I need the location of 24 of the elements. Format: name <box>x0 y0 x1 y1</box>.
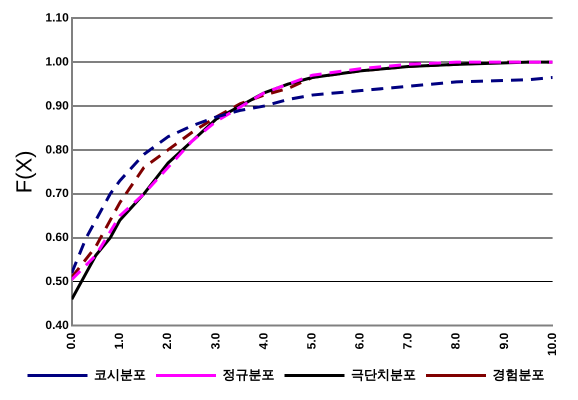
x-tick-label: 4.0 <box>256 332 270 350</box>
x-tick-label: 6.0 <box>352 332 367 350</box>
x-tick-label: 1.0 <box>112 332 126 350</box>
x-tick-label: 3.0 <box>208 332 222 350</box>
y-tick-label: 0.80 <box>45 142 70 156</box>
legend-label: 코시분포 <box>94 367 146 382</box>
x-tick-label: 9.0 <box>496 332 511 350</box>
y-tick-label: 1.00 <box>45 54 70 68</box>
y-tick-label: 0.60 <box>45 230 70 244</box>
y-tick-label: 0.50 <box>45 274 70 288</box>
y-axis-title: F(X) <box>11 150 36 194</box>
x-tick-label: 7.0 <box>400 332 415 350</box>
x-tick-label: 10.0 <box>544 332 559 356</box>
y-tick-label: 0.90 <box>45 98 70 112</box>
y-tick-label: 0.70 <box>45 186 70 200</box>
legend-label: 정규분포 <box>222 367 274 382</box>
y-tick-label: 0.40 <box>45 318 70 332</box>
legend-label: 극단치분포 <box>351 367 416 382</box>
x-tick-label: 8.0 <box>448 332 463 350</box>
y-tick-label: 1.10 <box>45 10 70 25</box>
x-tick-label: 5.0 <box>304 332 318 350</box>
x-tick-label: 0.0 <box>64 332 78 350</box>
x-tick-label: 2.0 <box>160 332 174 350</box>
legend-label: 경험분포 <box>492 367 544 382</box>
